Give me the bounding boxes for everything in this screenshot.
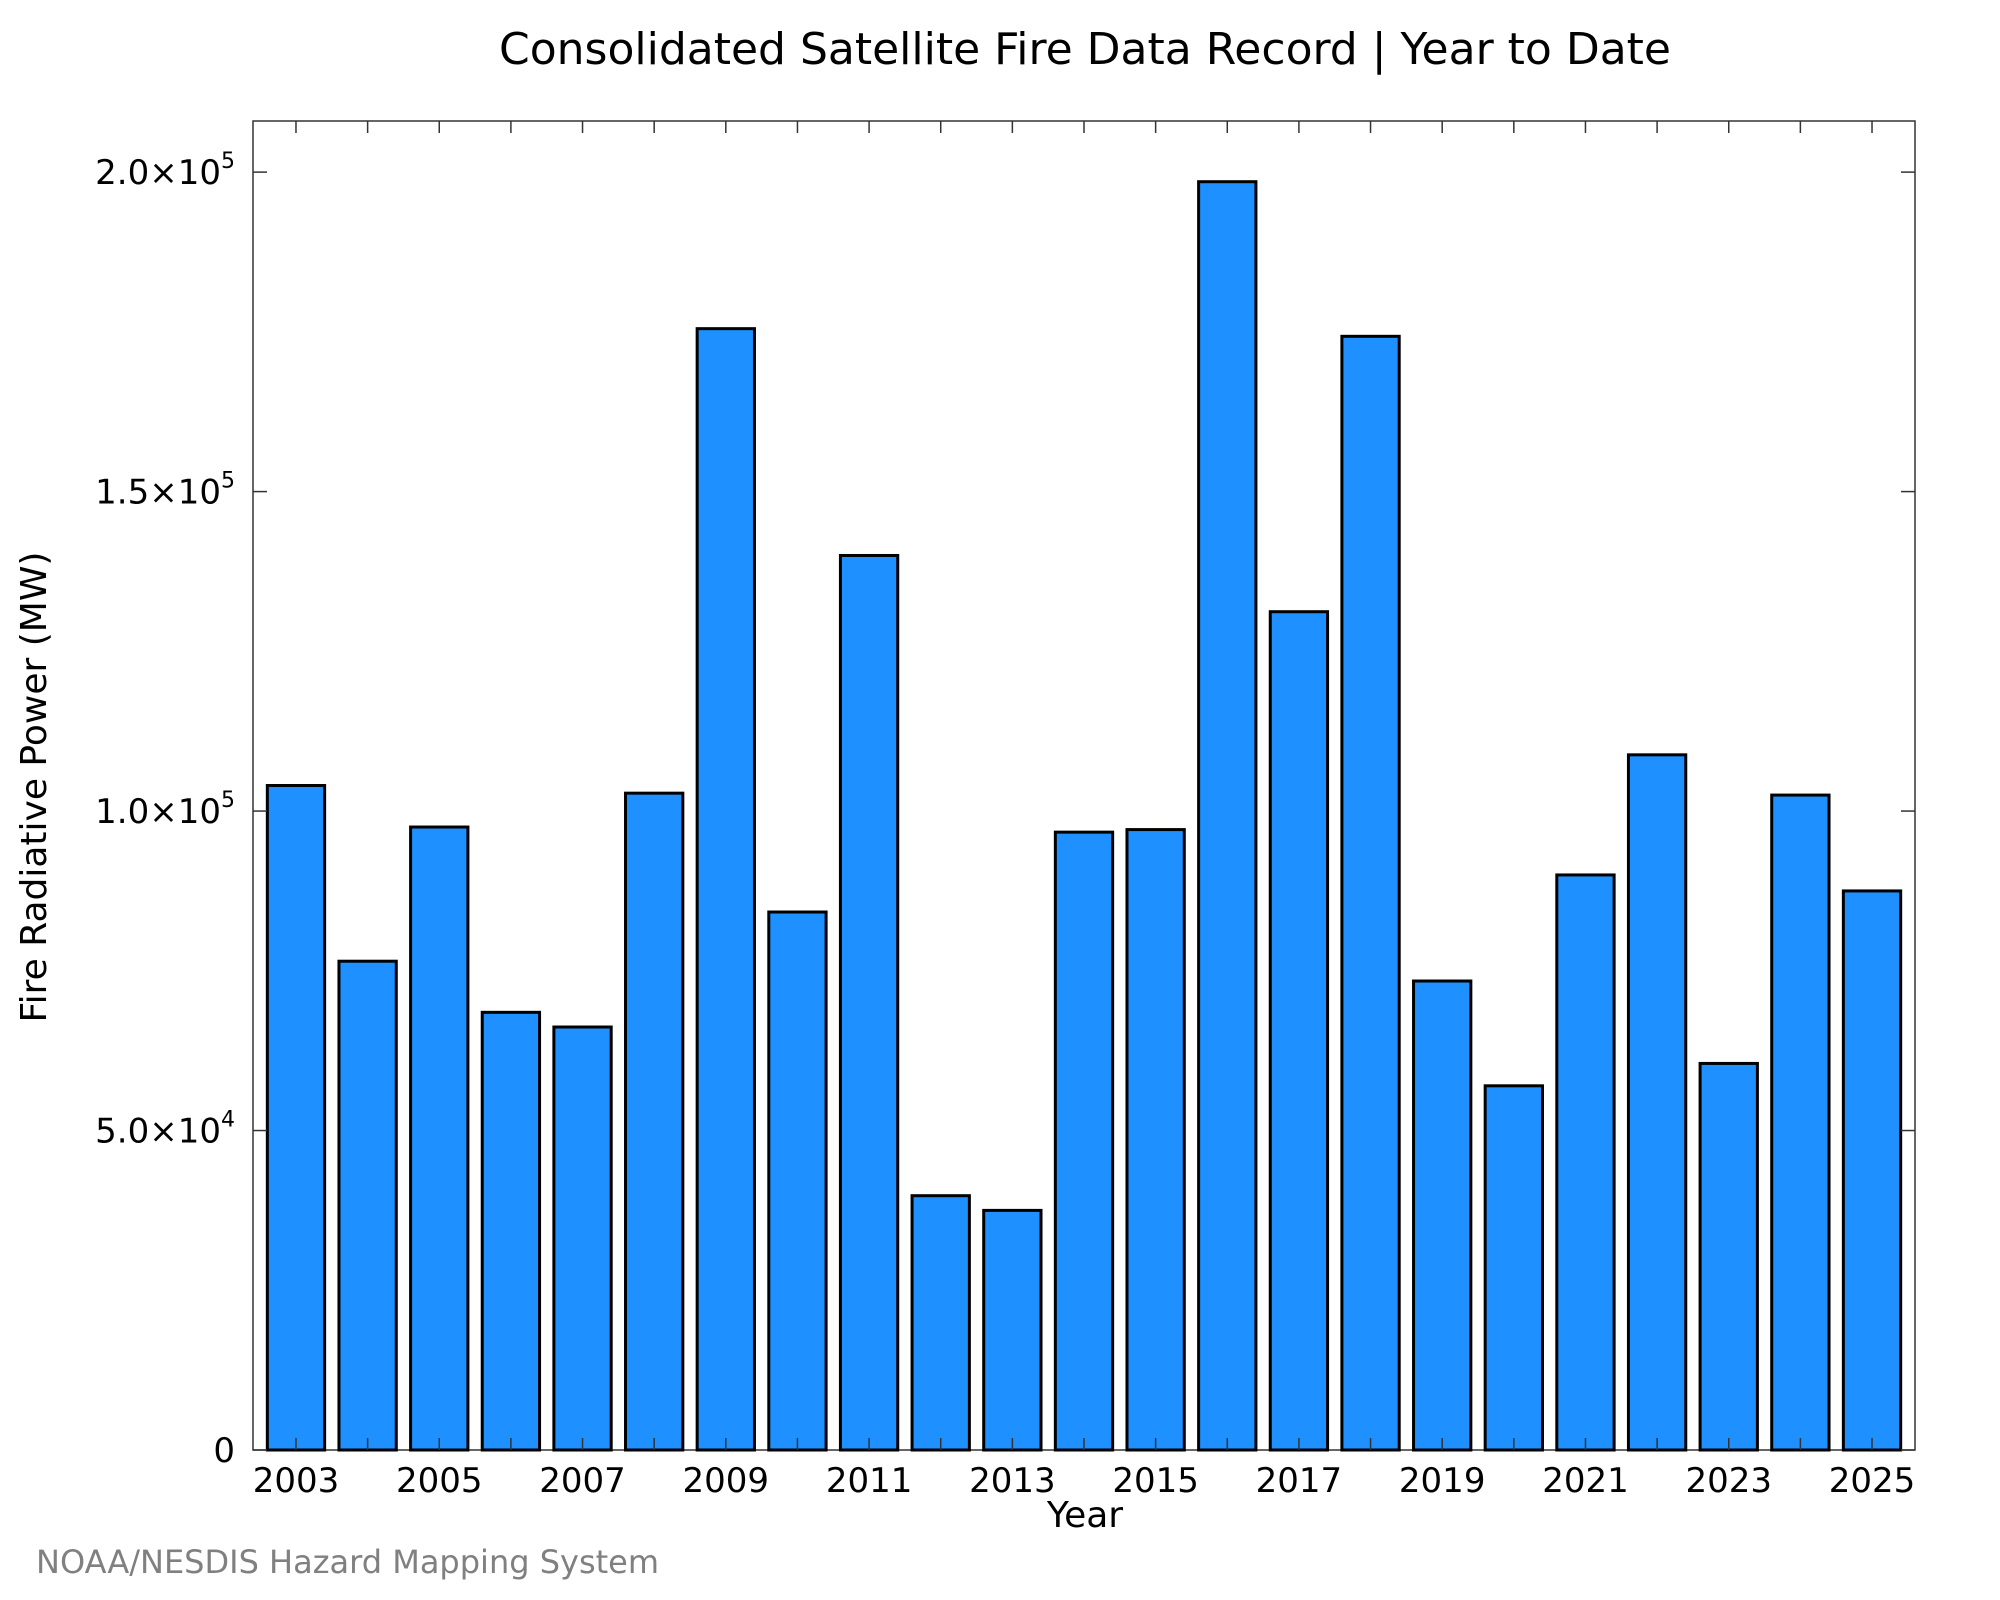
x-tick-label: 2019	[1399, 1461, 1486, 1501]
y-tick-exponent: 5	[221, 469, 235, 494]
y-tick-mantissa: 1.5×10	[95, 473, 221, 513]
y-tick-label: 0	[213, 1431, 235, 1471]
bar-2021	[1555, 873, 1616, 1452]
x-tick-label: 2021	[1542, 1461, 1629, 1501]
bar-2023	[1698, 1061, 1759, 1452]
bar-2025	[1841, 889, 1903, 1452]
x-tick-label: 2003	[253, 1461, 340, 1501]
bar-2015	[1125, 828, 1186, 1452]
y-tick-exponent: 4	[221, 1108, 235, 1133]
bar-2017	[1268, 610, 1330, 1452]
bar-2012	[910, 1194, 971, 1452]
x-tick-label: 2007	[539, 1461, 626, 1501]
bar-2024	[1770, 793, 1831, 1452]
source-credit: NOAA/NESDIS Hazard Mapping System	[36, 1543, 659, 1581]
y-tick-mantissa: 5.0×10	[95, 1112, 221, 1152]
x-tick-label: 2013	[969, 1461, 1056, 1501]
y-axis-label: Fire Radiative Power (MW)	[14, 552, 55, 1023]
y-tick-label: 5.0×104	[95, 1108, 235, 1152]
x-tick-label: 2023	[1685, 1461, 1772, 1501]
bar-2014	[1053, 830, 1115, 1452]
y-tick-exponent: 5	[221, 149, 235, 174]
x-tick-label: 2005	[396, 1461, 483, 1501]
bar-2022	[1626, 753, 1688, 1452]
bar-2020	[1483, 1084, 1544, 1452]
y-tick-exponent: 5	[221, 788, 235, 813]
y-tick-label: 1.5×105	[95, 469, 235, 513]
x-tick-label: 2009	[683, 1461, 770, 1501]
bar-2009	[695, 327, 756, 1452]
bar-2003	[265, 784, 327, 1452]
bar-2013	[982, 1208, 1043, 1452]
y-tick-label: 2.0×105	[95, 149, 235, 193]
bar-2018	[1340, 334, 1401, 1452]
bar-2005	[409, 825, 470, 1452]
bar-2006	[480, 1010, 542, 1452]
bar-2019	[1412, 979, 1473, 1452]
y-tick-mantissa: 1.0×10	[95, 792, 221, 832]
x-axis-label: Year	[1046, 1495, 1123, 1536]
x-tick-label: 2025	[1829, 1461, 1916, 1501]
y-tick-mantissa: 0	[213, 1431, 235, 1471]
bar-2016	[1197, 180, 1258, 1452]
bar-2008	[624, 791, 685, 1452]
bar-2007	[552, 1025, 613, 1452]
x-tick-label: 2017	[1256, 1461, 1343, 1501]
x-tick-label: 2011	[826, 1461, 913, 1501]
bar-2010	[767, 910, 828, 1452]
plot-area: 2003 2005 2007 2009 2011 2013 2015 2017 2019 2021…	[95, 120, 1916, 1501]
chart-title: Consolidated Satellite Fire Data Record …	[499, 24, 1671, 75]
y-tick-label: 1.0×105	[95, 788, 235, 832]
bar-2011	[838, 553, 900, 1452]
bar-2004	[337, 959, 398, 1452]
x-tick-label: 2015	[1112, 1461, 1199, 1501]
y-tick-mantissa: 2.0×10	[95, 153, 221, 193]
